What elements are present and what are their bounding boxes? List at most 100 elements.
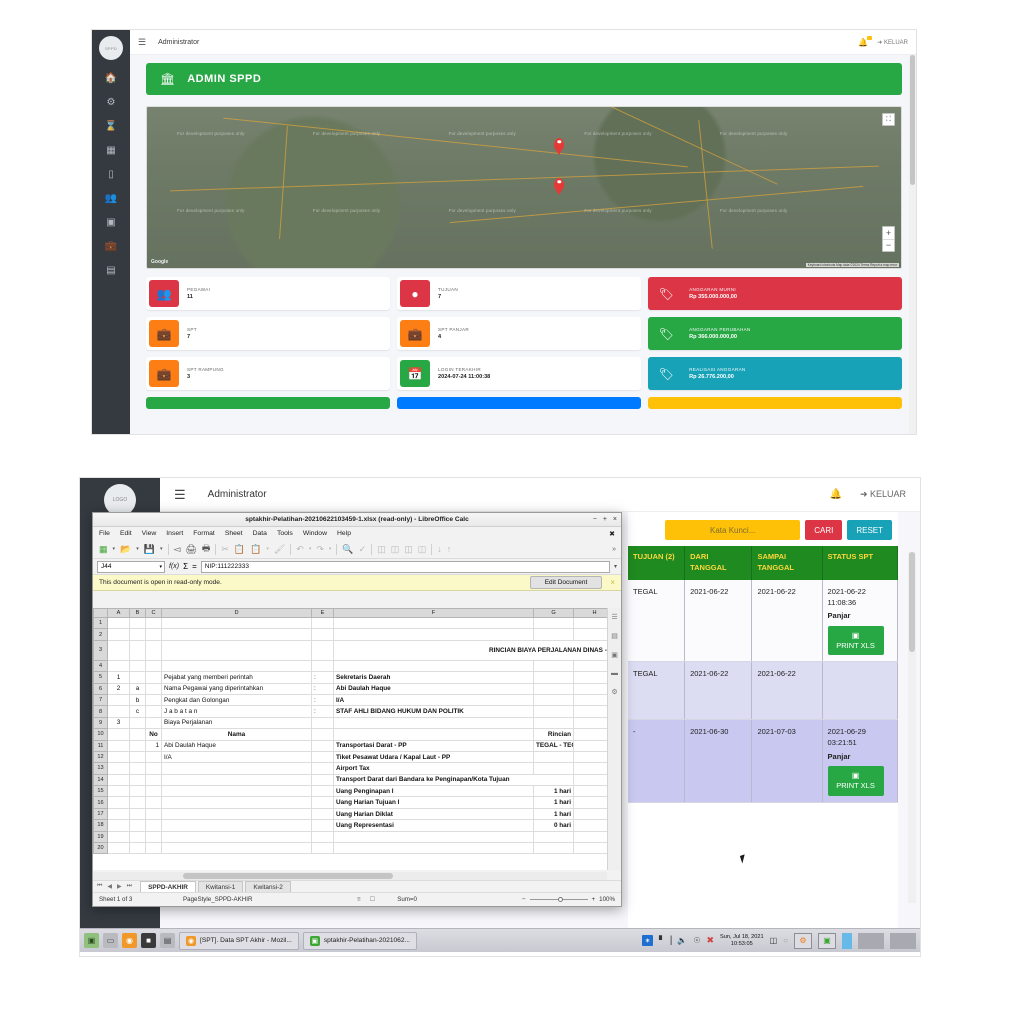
print-preview-icon[interactable]: 🖶 <box>201 543 211 553</box>
prev-sheet-button[interactable]: ◀ <box>107 884 113 890</box>
cell[interactable] <box>129 762 146 775</box>
stat-card-anggaran-perubahan[interactable]: 🏷 ANGGARAN PERUBAHAN Rp 366.000.000,00 <box>648 317 902 350</box>
zoom-slider[interactable] <box>529 896 588 902</box>
cell[interactable] <box>107 750 130 764</box>
edit-document-button[interactable]: Edit Document <box>529 576 603 589</box>
cell[interactable]: J a b a t a n <box>161 705 312 718</box>
cell[interactable] <box>333 628 534 641</box>
zoom-in-button[interactable]: + <box>591 896 596 903</box>
hamburger-icon[interactable]: ☰ <box>138 36 147 47</box>
last-sheet-button[interactable]: ⏭ <box>126 883 133 889</box>
cell[interactable]: Rincian <box>533 728 574 741</box>
page-scrollbar[interactable] <box>908 552 916 903</box>
cell[interactable]: b <box>129 693 146 707</box>
cell[interactable] <box>573 830 607 844</box>
scrollbar-thumb[interactable] <box>183 873 393 879</box>
stat-card-partial-green[interactable] <box>146 397 391 409</box>
cell[interactable] <box>333 830 534 844</box>
column-header-dari-tanggal[interactable]: DARI TANGGAL <box>684 546 753 580</box>
cell[interactable] <box>311 716 334 730</box>
column-header-tujuan[interactable]: TUJUAN (2) <box>628 546 686 580</box>
users-icon[interactable]: 👥 <box>104 193 118 204</box>
notification-bell-icon[interactable]: 🔔 <box>858 35 873 47</box>
cell[interactable] <box>573 671 607 684</box>
cell[interactable]: 1 <box>107 671 130 684</box>
cell[interactable] <box>145 693 162 707</box>
cell[interactable] <box>145 773 162 787</box>
search-button[interactable]: CARI <box>805 520 843 540</box>
row-header[interactable]: 17 <box>93 807 108 821</box>
column-header-c[interactable]: C <box>145 608 162 618</box>
cell[interactable] <box>145 659 162 673</box>
print-icon[interactable]: 🖨 <box>185 543 197 554</box>
menu-tools[interactable]: Tools <box>276 530 293 537</box>
cell[interactable]: : <box>311 682 334 695</box>
cell[interactable]: Sekretaris Daerah <box>333 671 534 684</box>
row-header[interactable]: 19 <box>93 830 108 844</box>
row-header[interactable]: 15 <box>93 785 108 798</box>
id-card-icon[interactable]: ▯ <box>108 169 114 180</box>
column-header-a[interactable]: A <box>107 608 130 618</box>
cell[interactable] <box>129 659 146 673</box>
hamburger-icon[interactable]: ☰ <box>174 486 186 502</box>
taskbar-clock[interactable]: Sun, Jul 18, 2021 10:53:05 <box>720 934 764 947</box>
menu-file[interactable]: File <box>99 530 110 537</box>
logout-button[interactable]: ➜ KELUAR <box>859 489 906 499</box>
row-header[interactable]: 10 <box>93 728 108 741</box>
cell[interactable] <box>533 842 574 855</box>
cell[interactable]: Abi Daulah Haque <box>333 682 534 695</box>
cell[interactable] <box>129 830 146 844</box>
cell[interactable] <box>129 716 146 730</box>
cell[interactable] <box>161 639 312 661</box>
cell[interactable]: 2 <box>107 682 130 695</box>
cell[interactable]: 1 hari <box>533 785 574 798</box>
cell[interactable] <box>107 705 130 718</box>
new-document-icon[interactable]: ▦ <box>99 543 108 554</box>
cell[interactable] <box>311 750 334 764</box>
cell[interactable] <box>311 628 334 641</box>
cell[interactable]: STAF AHLI BIDANG HUKUM DAN POLITIK <box>333 705 534 718</box>
cell[interactable] <box>145 682 162 695</box>
cell[interactable] <box>311 728 334 741</box>
next-sheet-button[interactable]: ▶ <box>117 884 122 890</box>
cell[interactable] <box>107 807 130 821</box>
bluetooth-status-icon[interactable]: ☉ <box>693 936 701 945</box>
hourglass-icon[interactable]: ⌛ <box>104 121 118 132</box>
volume-icon[interactable]: 🔈 <box>677 936 688 945</box>
gear-icon[interactable]: ⚙ <box>106 97 116 108</box>
menu-format[interactable]: Format <box>193 530 215 537</box>
cell[interactable]: 1 <box>145 739 162 752</box>
stat-card-pegawai[interactable]: 👥 PEGAWAI 11 <box>146 277 391 310</box>
cell[interactable]: Uang Representasi <box>333 819 534 832</box>
row-header[interactable]: 20 <box>93 842 108 855</box>
column-header-status-spt[interactable]: STATUS SPT <box>822 546 899 580</box>
horizontal-scrollbar[interactable] <box>93 872 607 880</box>
cell[interactable] <box>573 716 607 730</box>
cell[interactable]: I/A <box>161 750 312 764</box>
update-manager-icon[interactable]: ○ <box>783 936 788 945</box>
properties-icon[interactable]: ▤ <box>611 633 618 640</box>
cell[interactable] <box>311 842 334 855</box>
cell[interactable]: Pengkat dan Golongan <box>161 693 312 707</box>
table-row[interactable]: TEGAL 2021-06-22 2021-06-22 2021-06-22 1… <box>628 579 899 663</box>
stat-card-anggaran-murni[interactable]: 🏷 ANGGARAN MURNI Rp 355.000.000,00 <box>648 277 902 310</box>
name-box[interactable]: J44 ▾ <box>97 560 165 573</box>
cell[interactable] <box>161 796 312 809</box>
stat-card-partial-blue[interactable] <box>397 397 642 409</box>
row-header[interactable]: 13 <box>93 762 108 775</box>
selection-mode-icon[interactable]: ☐ <box>369 896 376 903</box>
cell[interactable] <box>161 762 312 775</box>
stat-card-login-terakhir[interactable]: 📅 LOGIN TERAKHIR 2024-07-24 11:00:38 <box>397 357 642 390</box>
cell[interactable] <box>107 842 130 855</box>
logout-button[interactable]: ➜ KELUAR <box>877 39 908 46</box>
cell[interactable] <box>129 616 146 630</box>
cell[interactable]: R <box>573 796 607 809</box>
styles-icon[interactable]: ▣ <box>611 652 618 659</box>
row-header[interactable]: 18 <box>93 819 108 832</box>
cell[interactable] <box>533 693 574 707</box>
function-wizard-icon[interactable]: f(x) <box>169 563 180 570</box>
cell[interactable] <box>107 785 130 798</box>
cell[interactable] <box>333 728 534 741</box>
cell[interactable]: Biaya Perjalanan <box>161 716 312 730</box>
row-header[interactable]: 12 <box>93 750 108 764</box>
